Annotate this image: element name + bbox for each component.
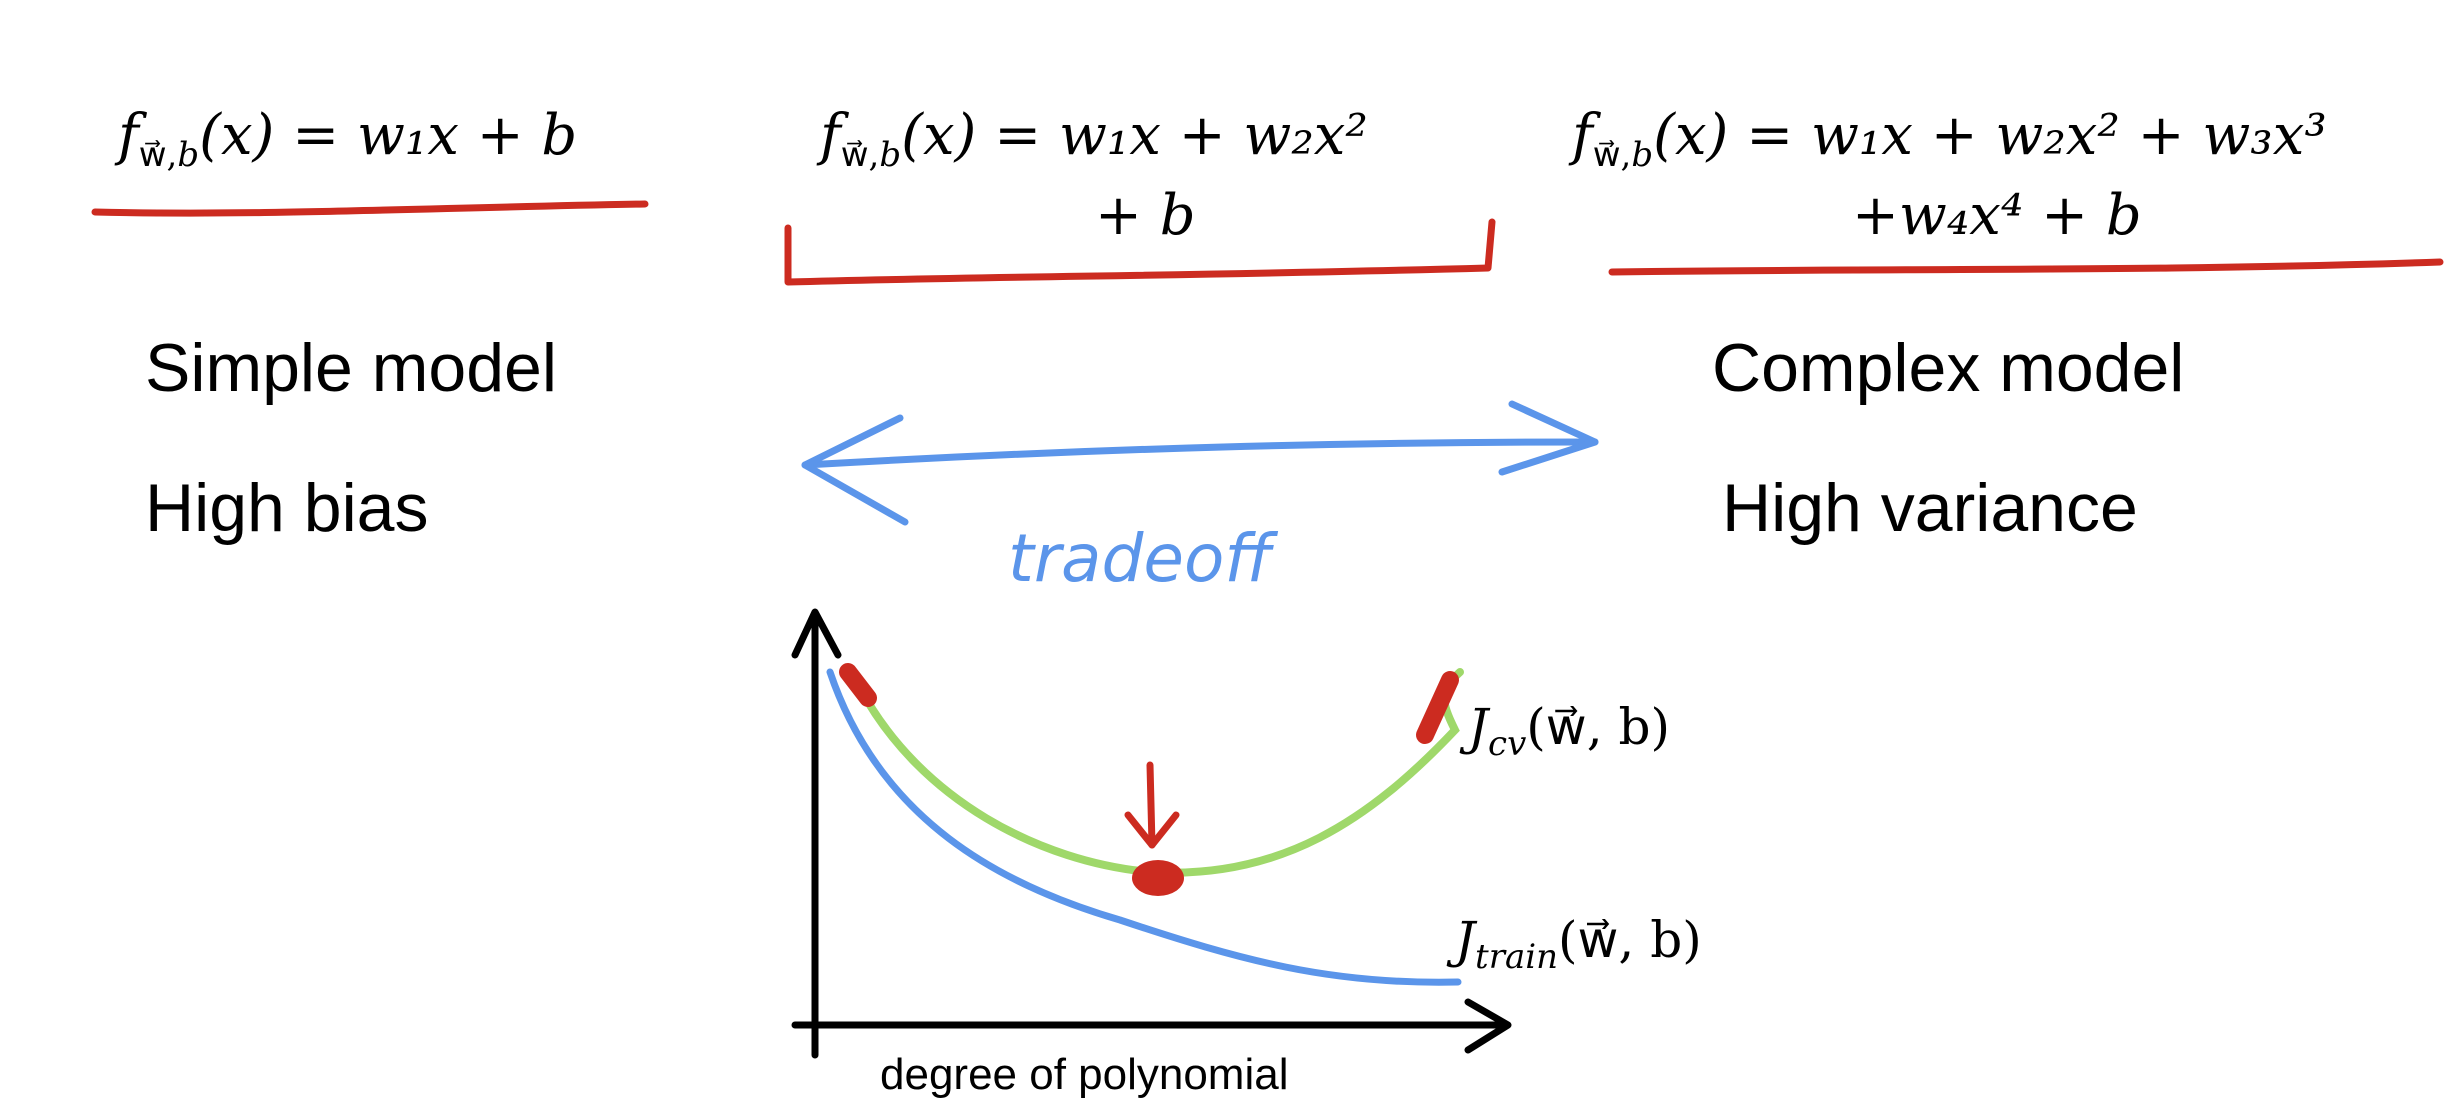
- optimum-arrow-shaft: [1146, 761, 1156, 849]
- y-axis-arrowhead: [791, 608, 842, 659]
- formula-simple: fw⃗,b(x) = w₁x + b: [118, 103, 578, 176]
- simple-model-label: Simple model: [145, 330, 557, 406]
- tradeoff-label: tradeoff: [1008, 520, 1272, 597]
- underline-complex: [1608, 258, 2444, 276]
- complex-model-label: Complex model: [1712, 330, 2185, 406]
- tradeoff-arrow-left-head: [801, 414, 909, 526]
- formula-medium: fw⃗,b(x) = w₁x + w₂x²: [820, 103, 1368, 176]
- cv-end-marker: [1416, 671, 1459, 744]
- j-cv-label: Jcv(w⃗, b): [1468, 698, 1670, 764]
- underline-simple: [91, 200, 649, 217]
- tradeoff-arrow-line: [801, 438, 1599, 469]
- x-axis-arrowhead: [1464, 998, 1512, 1054]
- optimum-marker: [1132, 860, 1184, 896]
- j-train-curve: [826, 668, 1462, 986]
- tradeoff-arrow-right-head: [1498, 400, 1599, 476]
- optimum-arrow-head: [1124, 811, 1180, 849]
- x-axis-label: degree of polynomial: [880, 1050, 1289, 1099]
- j-train-label: Jtrain(w⃗, b): [1455, 911, 1702, 977]
- high-variance-label: High variance: [1722, 470, 2138, 546]
- formula-complex-line2: +w₄x⁴ + b: [1852, 183, 2142, 248]
- j-cv-curve: [856, 668, 1464, 877]
- bracket-medium: [784, 218, 1496, 286]
- formula-complex: fw⃗,b(x) = w₁x + w₂x² + w₃x³: [1572, 103, 2327, 176]
- formula-medium-line2: + b: [1095, 183, 1196, 248]
- high-bias-label: High bias: [145, 470, 429, 546]
- cv-start-marker: [839, 663, 877, 707]
